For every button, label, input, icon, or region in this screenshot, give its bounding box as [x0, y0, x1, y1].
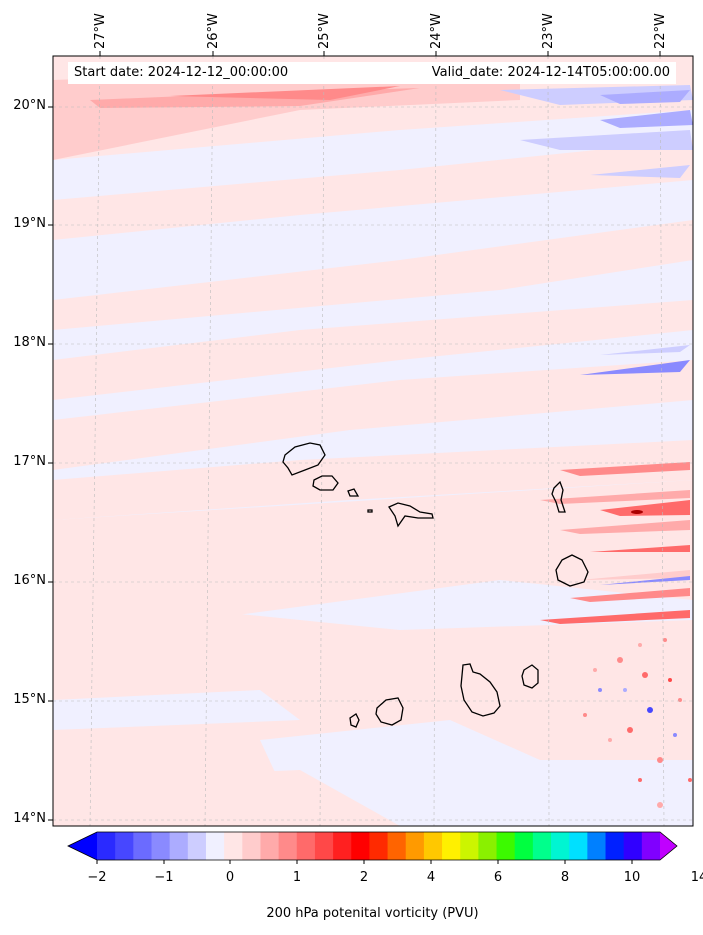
colorbar-segment — [623, 832, 643, 860]
island-raso — [367, 509, 373, 513]
colorbar-tick: −2 — [87, 870, 107, 885]
colorbar-segment — [115, 832, 134, 860]
colorbar-extend-high — [660, 832, 677, 860]
colorbar-segment — [187, 832, 207, 860]
colorbar-segment — [460, 832, 479, 860]
island-santa-luzia — [347, 488, 360, 497]
colorbar-tick: 1 — [292, 870, 302, 885]
colorbar-segment — [496, 832, 516, 860]
colorbar-segment — [641, 832, 661, 860]
lat-label: 17°N — [13, 454, 46, 469]
colorbar — [67, 831, 678, 864]
island-sao-nicolau — [388, 502, 434, 528]
island-santiago — [460, 663, 501, 717]
colorbar-segment — [369, 832, 389, 860]
speckles — [583, 638, 692, 808]
lat-label: 20°N — [13, 98, 46, 113]
island-sal — [551, 480, 566, 513]
colorbar-label: 200 hPa potenital vorticity (PVU) — [266, 906, 479, 921]
colorbar-segment — [133, 832, 152, 860]
colorbar-segment — [587, 832, 607, 860]
lat-label: 14°N — [13, 811, 46, 826]
pv-field — [53, 56, 693, 826]
colorbar-segment — [97, 832, 116, 860]
gridlines — [53, 56, 693, 826]
tick-marks — [48, 51, 661, 821]
colorbar-segment — [532, 832, 552, 860]
colorbar-segment — [605, 832, 625, 860]
lon-label: 22°W — [653, 13, 668, 49]
colorbar-tick: 0 — [225, 870, 235, 885]
colorbar-segment — [405, 832, 425, 860]
island-boa-vista — [555, 554, 589, 587]
lat-label: 19°N — [13, 216, 46, 231]
island-brava — [349, 713, 360, 728]
colorbar-segment — [296, 832, 316, 860]
colorbar-segment — [569, 832, 588, 860]
colorbar-segment — [205, 832, 225, 860]
colorbar-segment — [442, 832, 461, 860]
colorbar-segment — [514, 832, 534, 860]
colorbar-tick: 14 — [690, 870, 703, 885]
colorbar-segment — [478, 832, 498, 860]
colorbar-segment — [224, 832, 243, 860]
island-maio — [521, 664, 539, 689]
colorbar-segment — [387, 832, 407, 860]
colorbar-tick: 6 — [493, 870, 503, 885]
colorbar-segment — [551, 832, 570, 860]
island-outlines — [282, 442, 589, 728]
lon-label: 26°W — [206, 13, 221, 49]
lat-label: 15°N — [13, 692, 46, 707]
colorbar-segment — [314, 832, 334, 860]
lon-label: 27°W — [93, 13, 108, 49]
colorbar-segment — [260, 832, 280, 860]
colorbar-segment — [278, 832, 298, 860]
valid-date-label: Valid_date: 2024-12-14T05:00:00.00 — [400, 62, 676, 84]
start-date-label: Start date: 2024-12-12_00:00:00 — [68, 62, 412, 84]
lon-label: 25°W — [317, 13, 332, 49]
lon-label: 24°W — [429, 13, 444, 49]
colorbar-tick: 2 — [359, 870, 369, 885]
island-santo-antao — [282, 442, 326, 476]
island-sao-vicente — [312, 475, 339, 491]
lat-label: 16°N — [13, 573, 46, 588]
island-fogo — [375, 697, 404, 726]
colorbar-segment — [333, 832, 352, 860]
colorbar-segment — [242, 832, 261, 860]
colorbar-segment — [351, 832, 370, 860]
colorbar-extend-low — [68, 832, 97, 860]
colorbar-segment — [151, 832, 171, 860]
colorbar-tick: 10 — [623, 870, 641, 885]
colorbar-segment — [423, 832, 443, 860]
colorbar-tick: 4 — [426, 870, 436, 885]
colorbar-tick: −1 — [154, 870, 174, 885]
colorbar-segment — [169, 832, 189, 860]
lon-label: 23°W — [541, 13, 556, 49]
lat-label: 18°N — [13, 335, 46, 350]
colorbar-tick: 8 — [560, 870, 570, 885]
map-frame — [52, 55, 694, 827]
